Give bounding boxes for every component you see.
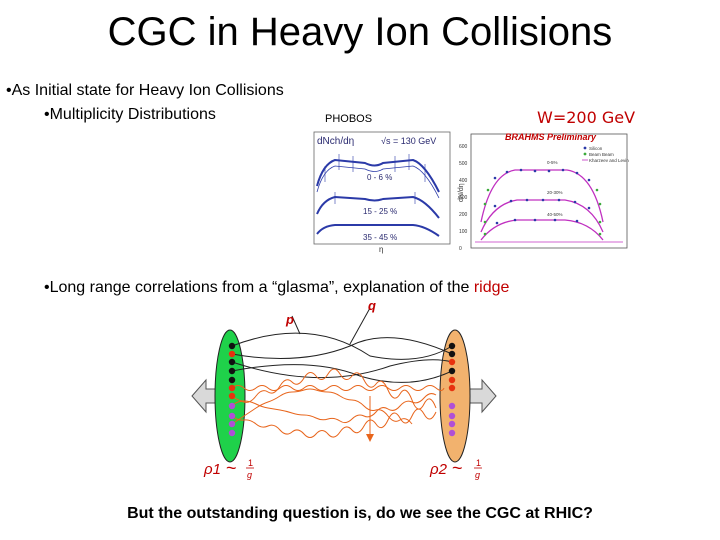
brahms-plot: BRAHMS Preliminary dN/dη 600 500 400 300… [455,130,631,254]
rho2-sim: ~ [452,458,463,478]
bullet-glasma-text: •Long range correlations from a “glasma”… [44,279,474,296]
glasma-diagram: p q ρ1 ~ 1 g ρ2 ~ 1 g [191,298,497,480]
quark-lines [231,307,453,383]
phobos-label-central: 0 - 6 % [367,173,392,182]
gluon-arrowhead [366,434,374,442]
ridge-highlight: ridge [473,279,510,296]
phobos-plot: dNch/dη √s = 130 GeV 0 - 6 % 15 - 25 % 3… [305,130,453,254]
brahms-series [475,168,623,243]
phobos-ylabel: dNch/dη [317,136,354,147]
brahms-ytick: 400 [459,178,468,184]
brahms-ytick: 500 [459,161,468,167]
closing-question: But the outstanding question is, do we s… [127,505,593,522]
phobos-energy: √s = 130 GeV [381,136,436,146]
rho1-num: 1 [248,458,253,468]
slide-title: CGC in Heavy Ion Collisions [107,10,613,54]
right-nucleus [439,329,471,463]
brahms-legend-kl: Kharzeev and Levin [589,158,629,163]
phobos-label: PHOBOS [325,113,373,125]
label-q: q [368,298,376,313]
rho1-formula: ρ1 ~ 1 g [203,458,254,480]
brahms-yticks: 600 500 400 300 200 100 0 [459,144,468,252]
phobos-label-mid: 15 - 25 % [363,207,397,216]
brahms-ytick: 200 [459,212,468,218]
bullet-initial-state: •As Initial state for Heavy Ion Collisio… [6,82,284,99]
brahms-ytick: 0 [459,246,462,252]
rho2-den: g [475,470,480,480]
brahms-legend-silicon: Silicon [589,146,603,151]
phobos-curve-peripheral [316,224,440,237]
rho2-formula: ρ2 ~ 1 g [429,458,482,480]
bullet-glasma: •Long range correlations from a “glasma”… [44,279,509,297]
rho2-label: ρ2 [429,461,448,478]
brahms-legend-beambeam: Beam Beam [589,152,614,157]
gluon-lines [231,368,445,438]
rho1-sim: ~ [226,458,237,478]
phobos-label-peripheral: 35 - 45 % [363,233,397,242]
bullet-multiplicity: •Multiplicity Distributions [44,106,216,123]
brahms-ytick: 100 [459,229,468,235]
phobos-frame [313,131,451,245]
brahms-energy-label: W=200 GeV [537,108,636,127]
phobos-error-bars [324,154,426,204]
brahms-ylabel: dN/dη [458,183,465,202]
brahms-cent-1: 20-30% [547,190,563,195]
rho2-num: 1 [476,458,481,468]
brahms-ytick: 600 [459,144,468,150]
brahms-ytick: 300 [459,195,468,201]
right-charges [448,342,456,437]
brahms-cent-2: 40-50% [547,212,563,217]
phobos-curve-mid [316,195,440,219]
brahms-cent-0: 0-5% [547,160,558,165]
phobos-xlabel: η [379,245,383,254]
label-p: p [285,312,294,327]
brahms-title: BRAHMS Preliminary [505,132,597,142]
rho1-den: g [247,470,252,480]
rho1-label: ρ1 [203,461,221,478]
brahms-legend: Silicon Beam Beam Kharzeev and Levin [582,146,629,163]
left-charges [228,342,236,437]
